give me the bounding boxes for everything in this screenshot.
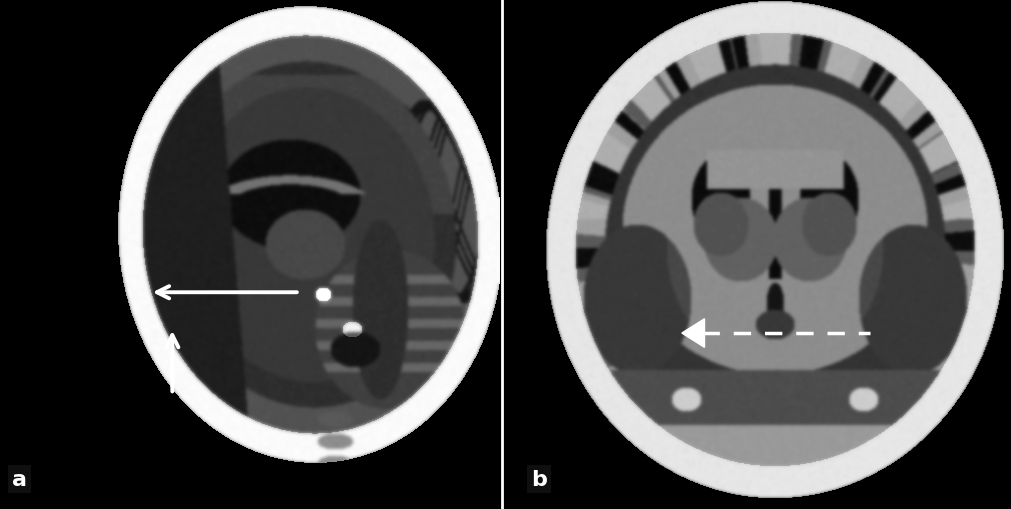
Polygon shape bbox=[681, 319, 705, 348]
Text: b: b bbox=[531, 469, 547, 489]
Text: a: a bbox=[12, 469, 27, 489]
